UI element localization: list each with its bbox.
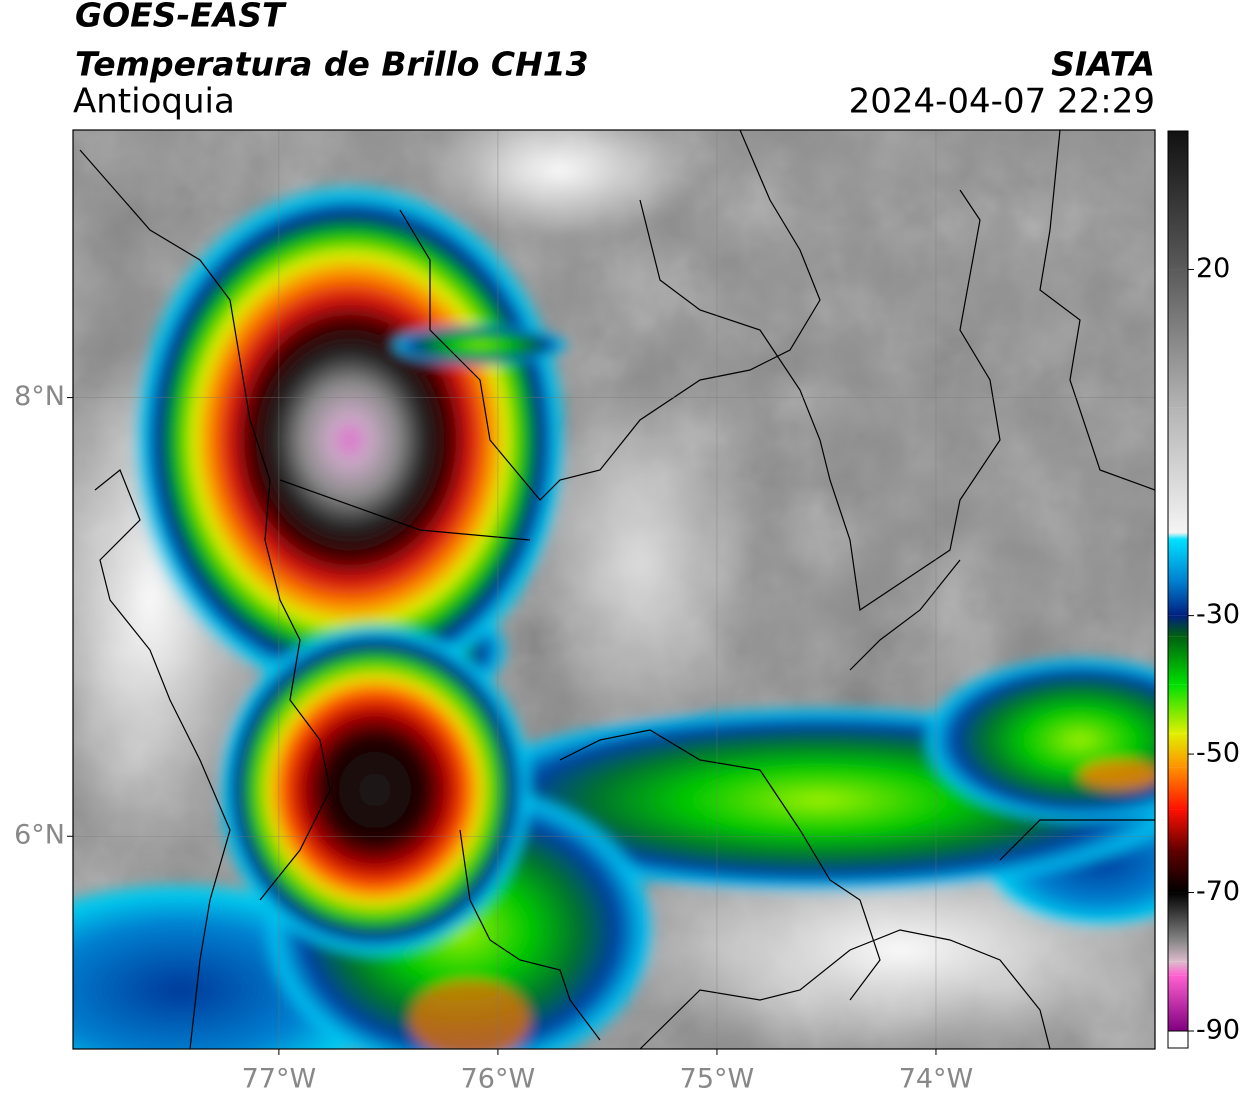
title: GOES-EAST [75,0,287,35]
colorbar-segment [1168,767,1188,810]
colorbar-segment [1168,636,1188,685]
colorbar-segment [1168,809,1188,851]
region: Antioquia [73,82,235,122]
colorbar-segment [1168,961,1188,976]
colorbar-tick-label: -90 [1196,1015,1240,1046]
colorbar-segment [1168,532,1188,540]
satellite-image [73,130,1155,1049]
source: SIATA [1051,45,1155,84]
colorbar-segment [1168,615,1188,637]
colorbar-segment [1168,892,1188,941]
x-tick-label: 76°W [461,1064,536,1095]
colorbar-tick-label: 20 [1196,253,1230,284]
colorbar-segment [1168,131,1188,270]
subtitle: Temperatura de Brillo CH13 [75,45,589,84]
colorbar-frame [1167,130,1189,1032]
colorbar-segment [1168,851,1188,893]
datetime: 2024-04-07 22:29 [849,82,1155,122]
y-tick-label: 6°N [14,820,65,851]
colorbar-segment [1168,539,1188,581]
colorbar-segment [1168,407,1188,533]
x-tick-label: 75°W [680,1064,755,1095]
colorbar-segment [1168,684,1188,734]
colorbar-under [1167,1030,1189,1049]
map-frame [72,129,1156,1050]
colorbar-segment [1168,581,1188,616]
colorbar-segment [1168,269,1188,408]
y-tick-label: 8°N [14,381,65,412]
borders [79,130,1155,1049]
colorbar-tick-label: -30 [1196,599,1240,630]
colorbar-segment [1168,733,1188,768]
colorbar-segment [1168,975,1188,1031]
colorbar-tick-label: -70 [1196,876,1240,907]
x-tick-label: 74°W [899,1064,974,1095]
x-tick-label: 77°W [242,1064,317,1095]
colorbar-tick-label: -50 [1196,738,1240,769]
colorbar-segment [1168,941,1188,962]
